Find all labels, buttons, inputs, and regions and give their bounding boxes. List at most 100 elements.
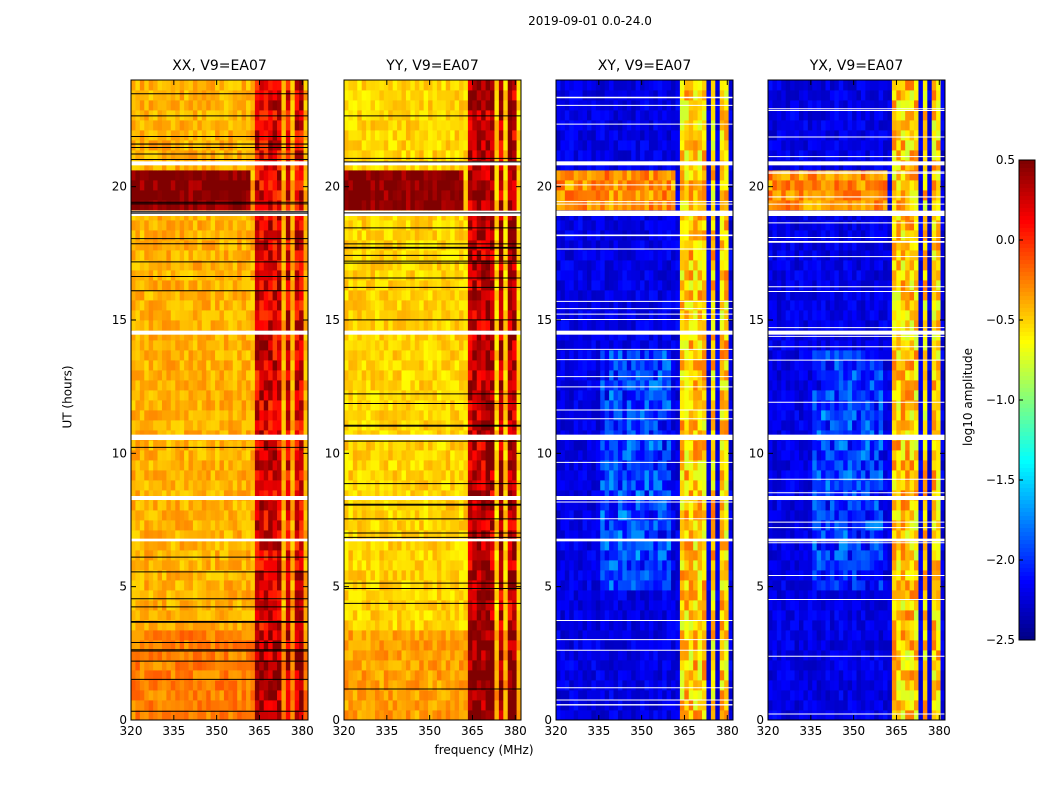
heatmap-cell (219, 90, 225, 101)
heatmap-cell (503, 330, 509, 341)
heatmap-cell (432, 450, 438, 461)
heatmap-cell (188, 500, 194, 511)
heatmap-cell (436, 190, 442, 201)
heatmap-cell (476, 550, 482, 561)
heatmap-cell (237, 80, 243, 91)
heatmap-cell (215, 170, 220, 181)
heatmap-cell (179, 500, 185, 511)
heatmap-cell (512, 620, 517, 631)
heatmap-cell (277, 650, 282, 661)
heatmap-cell (179, 100, 185, 111)
heatmap-cell (206, 470, 212, 481)
heatmap-cell (357, 380, 363, 391)
heatmap-cell (259, 230, 265, 241)
heatmap-cell (445, 590, 451, 601)
heatmap-cell (361, 380, 367, 391)
heatmap-cell (303, 120, 309, 131)
heatmap-cell (361, 450, 367, 461)
heatmap-cell (441, 490, 447, 501)
heatmap-cell (419, 600, 425, 611)
heatmap-cell (374, 570, 380, 581)
heatmap-cell (206, 130, 212, 141)
heatmap-cell (254, 230, 260, 241)
heatmap-cell (188, 140, 194, 151)
heatmap-cell (366, 700, 371, 711)
heatmap-cell (459, 190, 464, 201)
heatmap-cell (361, 590, 367, 601)
heatmap-cell (428, 690, 433, 701)
heatmap-cell (357, 290, 363, 301)
heatmap-cell (383, 450, 389, 461)
heatmap-cell (148, 480, 154, 491)
heatmap-cell (206, 250, 212, 261)
heatmap-cell (428, 540, 433, 551)
heatmap-cell (436, 330, 442, 341)
heatmap-cell (206, 690, 212, 701)
heatmap-cell (423, 480, 429, 491)
heatmap-cell (472, 310, 478, 321)
heatmap-cell (228, 400, 234, 411)
heatmap-cell (503, 510, 509, 521)
heatmap-cell (303, 670, 309, 681)
heatmap-cell (463, 650, 469, 661)
heatmap-cell (246, 610, 251, 621)
heatmap-cell (436, 260, 442, 271)
heatmap-cell (179, 510, 185, 521)
heatmap-cell (436, 130, 442, 141)
heatmap-cell (259, 450, 265, 461)
heatmap-cell (268, 480, 274, 491)
heatmap-cell (210, 480, 216, 491)
heatmap-cell (383, 480, 389, 491)
heatmap-cell (463, 320, 469, 331)
heatmap-cell (379, 690, 385, 701)
heatmap-cell (450, 600, 456, 611)
heatmap-cell (175, 400, 181, 411)
heatmap-cell (507, 620, 513, 631)
heatmap-cell (419, 480, 425, 491)
heatmap-cell (361, 130, 367, 141)
heatmap-cell (498, 620, 504, 631)
heatmap-cell (157, 190, 163, 201)
heatmap-cell (237, 500, 243, 511)
heatmap-cell (419, 320, 425, 331)
heatmap-cell (294, 570, 300, 581)
heatmap-cell (366, 320, 371, 331)
heatmap-cell (139, 440, 145, 451)
heatmap-cell (272, 280, 278, 291)
heatmap-cell (507, 440, 513, 451)
heatmap-cell (476, 140, 482, 151)
heatmap-cell (188, 540, 194, 551)
heatmap-cell (153, 450, 158, 461)
heatmap-cell (223, 490, 229, 501)
heatmap-cell (498, 650, 504, 661)
heatmap-cell (294, 380, 300, 391)
heatmap-cell (272, 510, 278, 521)
heatmap-cell (161, 320, 167, 331)
heatmap-cell (454, 340, 460, 351)
heatmap-cell (135, 490, 141, 501)
heatmap-cell (263, 230, 269, 241)
heatmap-cell (250, 110, 256, 121)
heatmap-cell (241, 350, 247, 361)
heatmap-cell (503, 580, 509, 591)
heatmap-cell (277, 440, 282, 451)
heatmap-cell (241, 690, 247, 701)
heatmap-cell (485, 670, 491, 681)
heatmap-cell (232, 570, 238, 581)
heatmap-cell (206, 610, 212, 621)
heatmap-cell (485, 510, 491, 521)
heatmap-cell (246, 380, 251, 391)
heatmap-cell (490, 270, 495, 281)
heatmap-cell (383, 390, 389, 401)
heatmap-cell (272, 640, 278, 651)
heatmap-cell (410, 520, 416, 531)
heatmap-cell (219, 350, 225, 361)
heatmap-cell (423, 340, 429, 351)
heatmap-cell (436, 240, 442, 251)
heatmap-cell (259, 320, 265, 331)
heatmap-cell (246, 250, 251, 261)
heatmap-cell (232, 500, 238, 511)
heatmap-cell (454, 310, 460, 321)
heatmap-cell (153, 380, 158, 391)
heatmap-cell (498, 450, 504, 461)
